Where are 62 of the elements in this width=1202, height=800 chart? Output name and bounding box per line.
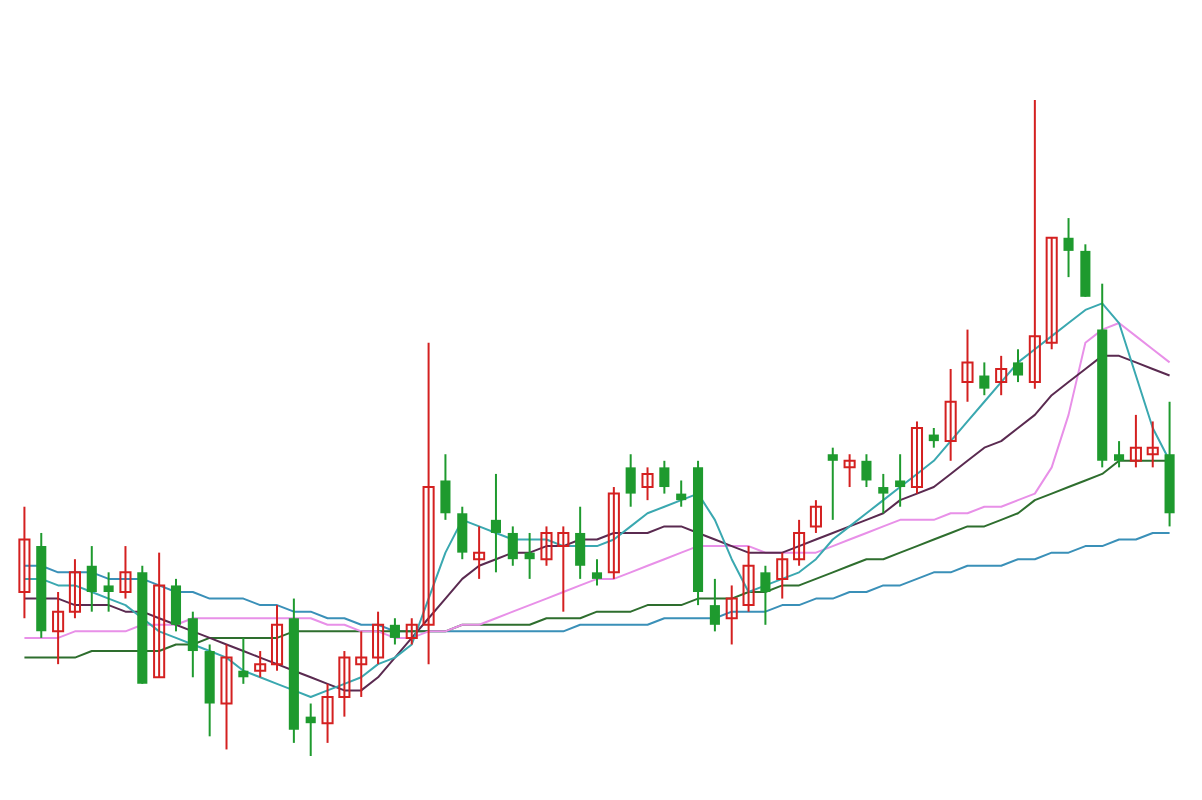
candlestick	[995, 354, 1008, 397]
candlestick	[254, 650, 267, 679]
candlestick	[103, 571, 114, 613]
candlestick	[490, 472, 502, 574]
candlestick	[1012, 348, 1024, 384]
candlestick	[843, 453, 856, 489]
candlestick	[422, 341, 435, 666]
candlestick	[440, 453, 451, 521]
candlestick	[676, 479, 687, 508]
candlestick	[52, 591, 65, 666]
candlestick	[742, 545, 755, 613]
candlestick	[18, 505, 31, 620]
candlestick	[86, 545, 97, 613]
candlestick	[1063, 217, 1074, 279]
candlestick	[338, 650, 351, 718]
candlestick	[170, 577, 182, 633]
candlestick	[305, 702, 316, 757]
candlestick	[372, 610, 385, 666]
candlestick	[575, 505, 586, 580]
candlestick	[827, 446, 838, 521]
candlestick	[776, 551, 789, 600]
candlestick	[641, 466, 654, 502]
candlestick	[1028, 99, 1041, 390]
candlestick	[540, 525, 553, 567]
candlestick	[1080, 243, 1091, 298]
candlestick	[405, 617, 418, 646]
candlestick	[659, 459, 670, 495]
candlestick	[153, 551, 166, 679]
candlestick	[507, 525, 518, 567]
candlestick	[725, 584, 738, 646]
candlestick	[709, 577, 720, 633]
candlestick	[979, 361, 990, 397]
candlestick	[321, 682, 334, 744]
candlestick	[944, 367, 957, 462]
candlestick	[809, 499, 822, 534]
candlestick	[607, 486, 620, 580]
candlestick	[389, 617, 400, 646]
candlestick	[68, 558, 81, 620]
candlestick	[1146, 420, 1159, 469]
candlestick	[270, 604, 284, 672]
candlestick	[187, 610, 198, 679]
candlestick	[793, 518, 806, 567]
candlestick	[1114, 440, 1125, 469]
candlestick	[760, 564, 771, 626]
candlestick	[457, 505, 468, 561]
candlestick	[557, 525, 570, 613]
candlestick	[878, 472, 889, 515]
candlestick	[1129, 413, 1142, 469]
candlestick	[961, 328, 974, 403]
candlestick	[220, 643, 233, 751]
candlestick	[861, 453, 872, 489]
candlestick	[119, 545, 132, 600]
candlestick	[473, 525, 486, 580]
candlestick	[238, 636, 249, 685]
candlestick	[910, 420, 924, 495]
candlestick	[625, 453, 636, 508]
candlestick	[591, 558, 603, 587]
candlestick	[1045, 236, 1058, 351]
candlestick	[355, 630, 368, 698]
candlestick	[895, 453, 906, 508]
candlestick	[524, 531, 535, 580]
candlestick	[928, 427, 939, 449]
